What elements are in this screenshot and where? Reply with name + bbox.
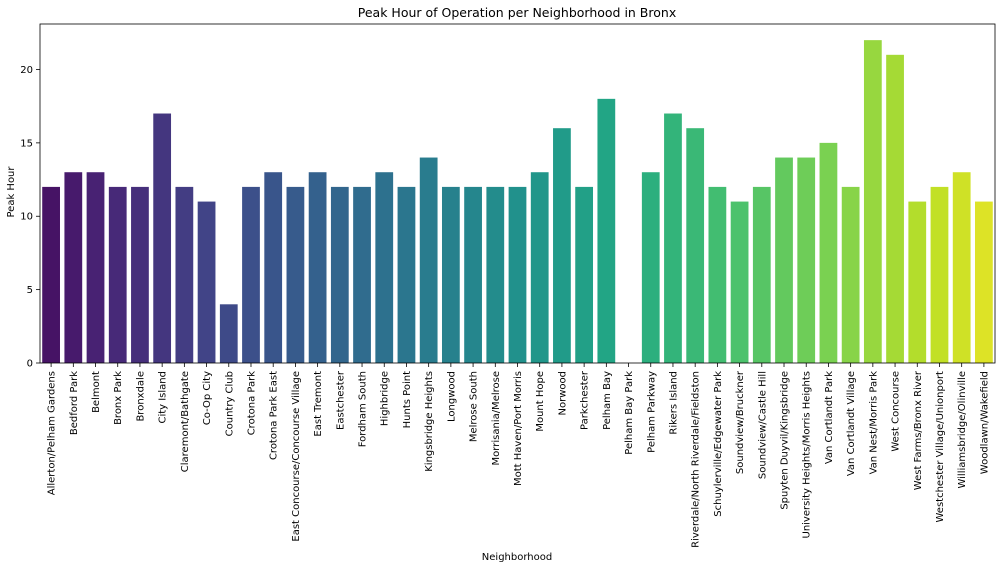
bar-22 (530, 172, 549, 363)
bar-8 (219, 304, 238, 363)
x-tick-label: Belmont (91, 371, 102, 413)
x-tick-label: Mount Hope (535, 371, 546, 432)
y-tick-label: 15 (20, 138, 33, 149)
x-tick-label: Bronx Park (113, 371, 124, 425)
y-tick-label: 20 (20, 65, 33, 76)
x-tick-label: Highbridge (380, 371, 391, 426)
x-tick-label: West Farms/Bronx River (913, 370, 924, 490)
x-tick-label: Westchester Village/Unionport (935, 371, 946, 523)
x-tick-label: Mott Haven/Port Morris (513, 371, 524, 486)
x-tick-label: Claremont/Bathgate (180, 371, 191, 472)
x-tick-label: Williamsbridge/Olinville (957, 371, 968, 489)
bar-17 (419, 157, 438, 363)
x-tick-label: Woodlawn/Wakefield (979, 371, 990, 474)
x-tick-label: East Tremont (313, 371, 324, 437)
x-tick-label: Van Cortlandt Village (846, 371, 857, 476)
bar-25 (597, 98, 616, 364)
x-tick-label: Soundview/Castle Hill (757, 371, 768, 479)
bar-42 (975, 201, 993, 363)
bar-11 (286, 186, 305, 363)
x-tick-label: Soundview/Bruckner (735, 370, 746, 474)
x-tick-label: Co-Op City (202, 371, 213, 425)
bar-35 (819, 142, 838, 363)
x-tick-label: Rikers Island (668, 371, 679, 435)
bar-2 (86, 172, 105, 363)
x-tick-label: Fordham South (358, 371, 369, 447)
x-tick-label: University Heights/Morris Heights (802, 371, 813, 539)
x-tick-label: Crotona Park (246, 371, 257, 435)
bar-39 (908, 201, 927, 363)
x-tick-label: Pelham Bay Park (624, 371, 635, 455)
bar-18 (441, 186, 460, 363)
plot-frame (39, 23, 996, 364)
bar-32 (752, 186, 771, 363)
x-tick-label: Van Nest/Morris Park (868, 371, 879, 475)
x-tick-label: Spuyten Duyvil/Kingsbridge (780, 371, 791, 510)
bar-16 (397, 186, 416, 363)
y-axis-label: Peak Hour (6, 166, 17, 218)
x-tick-label: Parkchester (580, 370, 591, 430)
y-tick-label: 5 (27, 285, 33, 296)
chart-title: Peak Hour of Operation per Neighborhood … (358, 5, 676, 20)
bar-10 (264, 172, 283, 363)
bar-6 (175, 186, 194, 363)
x-tick-label: Bronxdale (135, 371, 146, 422)
x-tick-label: West Concourse (891, 371, 902, 452)
x-axis-label: Neighborhood (482, 552, 552, 563)
bar-19 (464, 186, 482, 363)
bar-9 (242, 186, 260, 363)
bar-27 (641, 172, 660, 363)
bar-38 (886, 54, 904, 364)
bar-14 (353, 186, 371, 363)
x-tick-label: Pelham Parkway (646, 371, 657, 453)
bar-12 (308, 172, 327, 363)
plot-area: Allerton/Pelham Gardens Bedford Park Belmo… (20, 23, 996, 548)
x-tick-label: Eastchester (335, 370, 346, 430)
bar-24 (575, 186, 594, 363)
y-tick-label: 10 (20, 212, 33, 223)
bar-23 (553, 128, 571, 363)
bar-15 (375, 172, 394, 363)
bar-33 (775, 157, 793, 363)
x-tick-label: City Island (158, 371, 169, 424)
x-tick-label: Riverdale/North Riverdale/Fieldston (691, 371, 702, 548)
bar-37 (863, 40, 882, 364)
bar-0 (42, 186, 60, 363)
bar-21 (508, 186, 527, 363)
bar-30 (708, 186, 727, 363)
x-tick-label: Norwood (557, 371, 568, 415)
bar-41 (952, 172, 971, 363)
x-tick-label: Pelham Bay (602, 371, 613, 430)
bar-28 (664, 113, 682, 364)
x-tick-label: Morrisania/Melrose (491, 371, 502, 465)
bar-29 (686, 128, 705, 363)
bar-34 (797, 157, 816, 363)
bar-31 (730, 201, 749, 363)
bar-3 (108, 186, 127, 363)
bar-7 (197, 201, 216, 363)
bar-20 (486, 186, 505, 363)
x-tick-label: Van Cortlandt Park (824, 371, 835, 464)
bar-4 (131, 186, 149, 363)
bar-5 (153, 113, 172, 364)
bar-36 (841, 186, 860, 363)
x-tick-label: Longwood (446, 371, 457, 422)
bar-13 (330, 186, 349, 363)
x-tick-label: Bedford Park (69, 371, 80, 435)
x-tick-label: Schuylerville/Edgewater Park (713, 371, 724, 517)
bar-1 (64, 172, 83, 363)
y-tick-label: 0 (27, 359, 33, 370)
x-tick-label: Melrose South (469, 371, 480, 442)
x-tick-label: Hunts Point (402, 371, 413, 428)
x-tick-label: Country Club (224, 371, 235, 436)
x-tick-label: East Concourse/Concourse Village (291, 371, 302, 542)
bar-40 (930, 186, 949, 363)
x-tick-label: Kingsbridge Heights (424, 371, 435, 472)
x-tick-label: Allerton/Pelham Gardens (47, 371, 58, 495)
x-tick-label: Crotona Park East (269, 371, 280, 460)
